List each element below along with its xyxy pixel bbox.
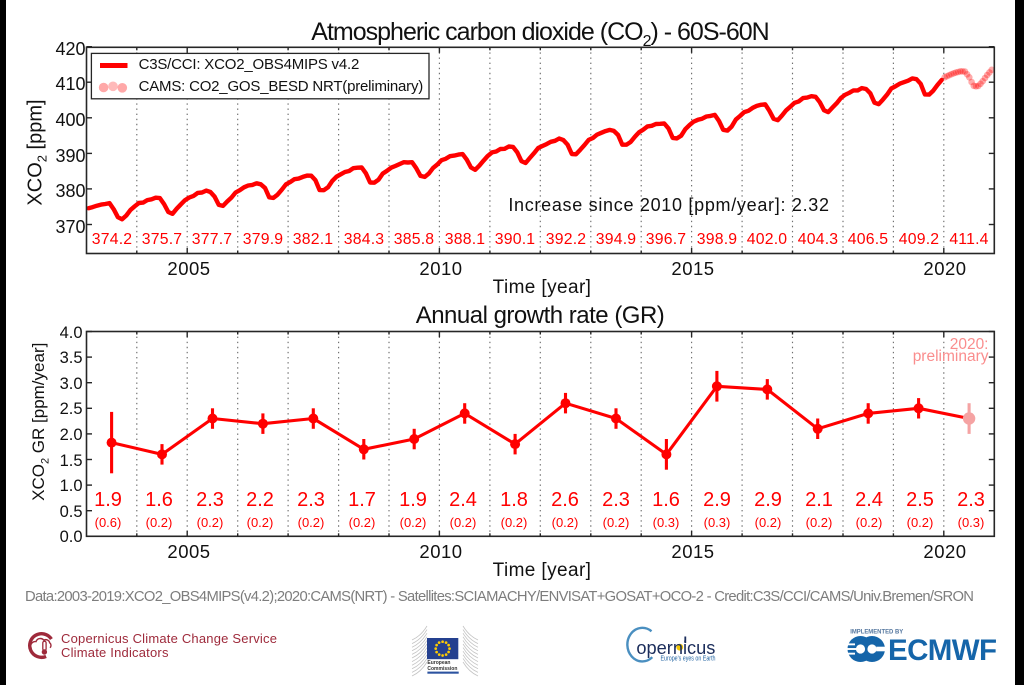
svg-text:European: European [427,660,450,666]
svg-text:Europe's eyes on Earth: Europe's eyes on Earth [661,654,716,663]
svg-text:opernicus: opernicus [636,637,715,658]
svg-text:Commission: Commission [427,666,457,672]
svg-text:IMPLEMENTED BY: IMPLEMENTED BY [850,629,904,636]
svg-text:ECMWF: ECMWF [888,634,996,666]
